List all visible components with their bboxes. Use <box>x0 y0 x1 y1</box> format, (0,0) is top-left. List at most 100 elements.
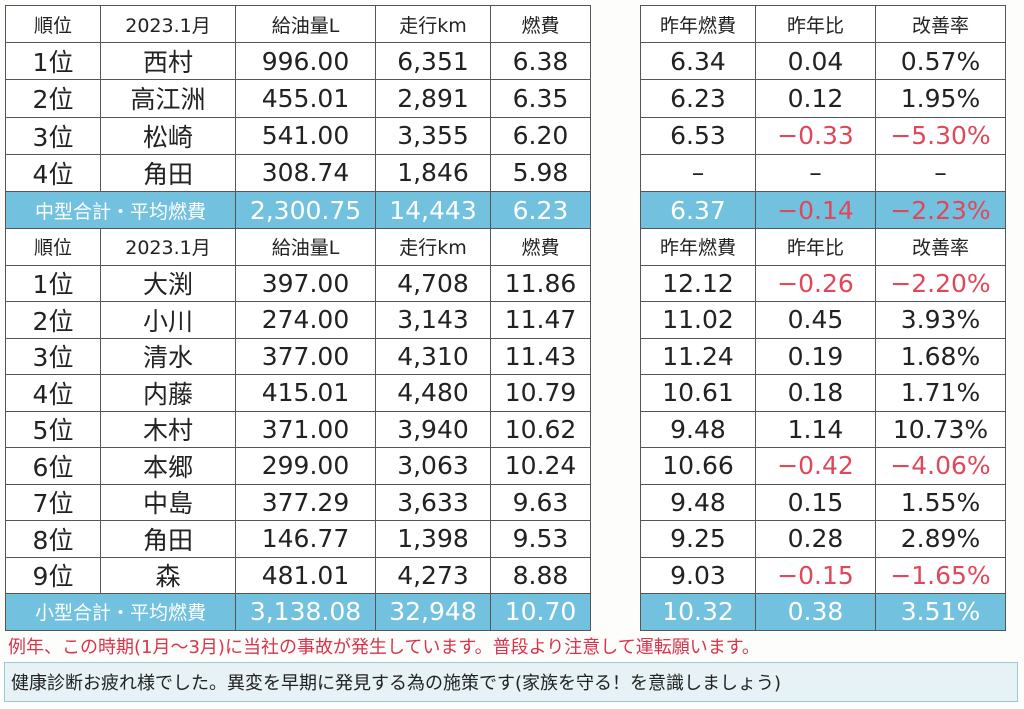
table-cell: 4位 <box>5 374 101 412</box>
table-cell: – <box>875 153 1006 192</box>
info-note: 健康診断お疲れ様でした。異変を早期に発見する為の施策です(家族を守る！を意識しま… <box>4 662 1018 702</box>
total-cell: 0.38 <box>755 593 876 631</box>
table-cell: 1.14 <box>755 410 876 448</box>
total-cell: 3,138.08 <box>235 593 376 631</box>
table-cell: 0.04 <box>755 42 876 81</box>
total-cell: 32,948 <box>375 593 491 631</box>
table-cell: −4.06% <box>875 447 1006 485</box>
table-cell: 10.73% <box>875 410 1006 448</box>
table-cell: 0.45 <box>755 301 876 339</box>
table-cell: 0.12 <box>755 79 876 118</box>
table-cell: 4,480 <box>375 374 491 412</box>
table-cell: 角田 <box>100 520 236 558</box>
table-cell: 11.02 <box>640 301 756 339</box>
table-cell: −0.33 <box>755 116 876 155</box>
table-cell: 308.74 <box>235 153 376 192</box>
header-cell: 改善率 <box>875 228 1006 266</box>
table-cell: 0.28 <box>755 520 876 558</box>
table-cell: 3,940 <box>375 410 491 448</box>
table-cell: 大渕 <box>100 264 236 302</box>
table-cell: 6.38 <box>490 42 591 81</box>
table-cell: 1.95% <box>875 79 1006 118</box>
table-cell: 松崎 <box>100 116 236 155</box>
table-cell: 9位 <box>5 556 101 594</box>
table-cell: 5.98 <box>490 153 591 192</box>
table-cell: 小川 <box>100 301 236 339</box>
table-cell: 森 <box>100 556 236 594</box>
table-cell: 3位 <box>5 337 101 375</box>
total-cell: −2.23% <box>875 191 1006 230</box>
table-cell: 274.00 <box>235 301 376 339</box>
total-cell: −0.14 <box>755 191 876 230</box>
header-cell: 給油量L <box>235 228 376 266</box>
table-cell: 2,891 <box>375 79 491 118</box>
table-cell: 1位 <box>5 42 101 81</box>
table-cell: 3位 <box>5 116 101 155</box>
table-cell: 1,398 <box>375 520 491 558</box>
table-cell: 377.00 <box>235 337 376 375</box>
table-cell: 6.53 <box>640 116 756 155</box>
header-cell: 昨年燃費 <box>640 5 756 44</box>
table-cell: 8位 <box>5 520 101 558</box>
header-cell: 昨年燃費 <box>640 228 756 266</box>
total-cell: 14,443 <box>375 191 491 230</box>
warning-note: 例年、この時期(1月～3月)に当社の事故が発生しています。普段より注意して運転願… <box>8 637 760 658</box>
table-cell: 6.20 <box>490 116 591 155</box>
table-cell: 1.55% <box>875 483 1006 521</box>
table-cell: 299.00 <box>235 447 376 485</box>
table-cell: 6.35 <box>490 79 591 118</box>
table-cell: 高江洲 <box>100 79 236 118</box>
table-cell: 3,143 <box>375 301 491 339</box>
table-cell: 10.61 <box>640 374 756 412</box>
table-cell: 6位 <box>5 447 101 485</box>
table-cell: 6,351 <box>375 42 491 81</box>
table-cell: 481.01 <box>235 556 376 594</box>
table-cell: 0.19 <box>755 337 876 375</box>
table-cell: 3,063 <box>375 447 491 485</box>
table-cell: 10.24 <box>490 447 591 485</box>
table-cell: 4,708 <box>375 264 491 302</box>
table-cell: 11.24 <box>640 337 756 375</box>
table-cell: 内藤 <box>100 374 236 412</box>
header-cell: 順位 <box>5 5 101 44</box>
table-cell: −2.20% <box>875 264 1006 302</box>
table-cell: 6.34 <box>640 42 756 81</box>
table-cell: −0.42 <box>755 447 876 485</box>
table-cell: 11.86 <box>490 264 591 302</box>
header-cell: 走行km <box>375 5 491 44</box>
table-cell: 11.47 <box>490 301 591 339</box>
table-cell: – <box>640 153 756 192</box>
total-cell: 3.51% <box>875 593 1006 631</box>
table-cell: 1.68% <box>875 337 1006 375</box>
total-cell: 2,300.75 <box>235 191 376 230</box>
header-cell: 給油量L <box>235 5 376 44</box>
table-cell: 5位 <box>5 410 101 448</box>
total-cell: 10.70 <box>490 593 591 631</box>
table-cell: −1.65% <box>875 556 1006 594</box>
table-cell: 9.63 <box>490 483 591 521</box>
table-cell: 2.89% <box>875 520 1006 558</box>
table-cell: 9.03 <box>640 556 756 594</box>
total-cell: 小型合計・平均燃費 <box>5 593 236 631</box>
table-cell: 996.00 <box>235 42 376 81</box>
header-cell: 改善率 <box>875 5 1006 44</box>
total-cell: 6.37 <box>640 191 756 230</box>
table-cell: 11.43 <box>490 337 591 375</box>
table-cell: 8.88 <box>490 556 591 594</box>
table-cell: 中島 <box>100 483 236 521</box>
table-cell: 角田 <box>100 153 236 192</box>
table-cell: 9.25 <box>640 520 756 558</box>
table-cell: 4,310 <box>375 337 491 375</box>
table-cell: 4,273 <box>375 556 491 594</box>
table-cell: 415.01 <box>235 374 376 412</box>
table-cell: 371.00 <box>235 410 376 448</box>
header-cell: 2023.1月 <box>100 5 236 44</box>
table-cell: 3,633 <box>375 483 491 521</box>
table-cell: 本郷 <box>100 447 236 485</box>
table-cell: 清水 <box>100 337 236 375</box>
header-cell: 昨年比 <box>755 5 876 44</box>
table-cell: 0.18 <box>755 374 876 412</box>
table-cell: 木村 <box>100 410 236 448</box>
table-cell: – <box>755 153 876 192</box>
